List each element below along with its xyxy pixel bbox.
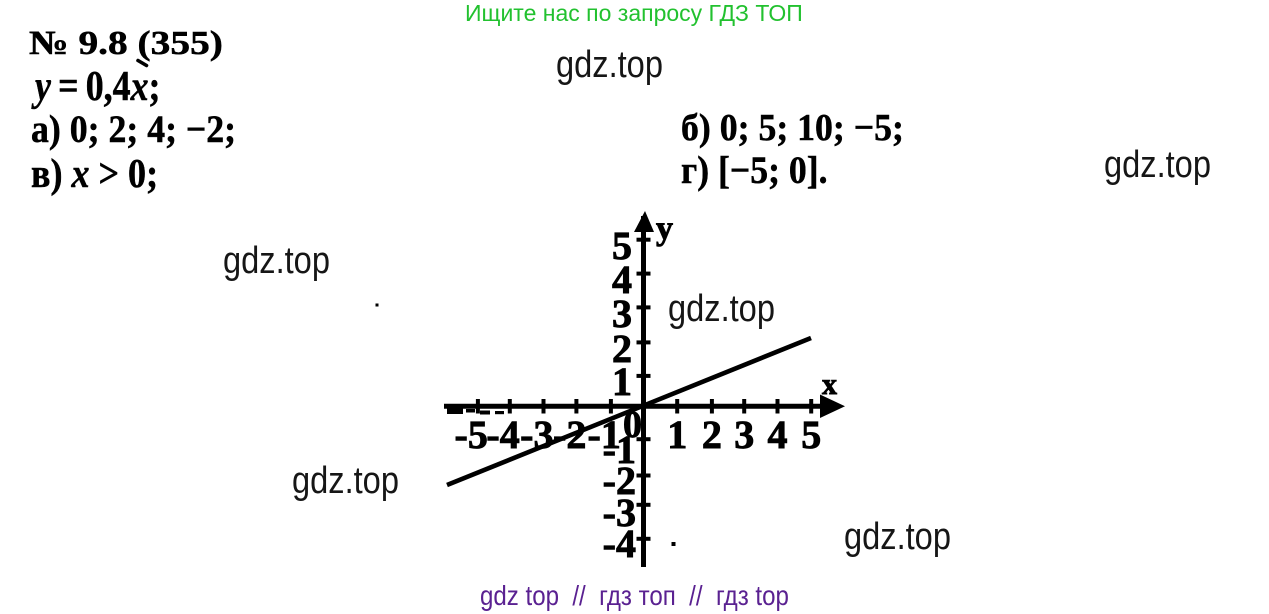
svg-text:-1: -1 <box>588 412 621 457</box>
svg-text:0: 0 <box>623 404 642 446</box>
svg-text:2: 2 <box>612 326 632 371</box>
svg-text:-5: -5 <box>455 412 488 457</box>
svg-text:-4: -4 <box>603 521 636 566</box>
svg-text:3: 3 <box>612 291 632 336</box>
svg-text:y: y <box>656 210 673 247</box>
svg-text:2: 2 <box>702 412 722 457</box>
svg-text:-2: -2 <box>553 412 586 457</box>
svg-text:5: 5 <box>612 223 632 268</box>
svg-text:-3: -3 <box>603 490 636 535</box>
svg-text:-1: -1 <box>603 427 636 472</box>
svg-text:4: 4 <box>768 412 788 457</box>
svg-text:5: 5 <box>801 412 821 457</box>
svg-text:1: 1 <box>612 359 632 404</box>
svg-text:-4: -4 <box>486 412 519 457</box>
svg-text:-2: -2 <box>603 458 636 503</box>
svg-text:3: 3 <box>734 412 754 457</box>
svg-text:-3: -3 <box>520 412 553 457</box>
svg-text:4: 4 <box>612 257 632 302</box>
svg-text:1: 1 <box>667 412 687 457</box>
svg-text:x: x <box>822 368 837 401</box>
